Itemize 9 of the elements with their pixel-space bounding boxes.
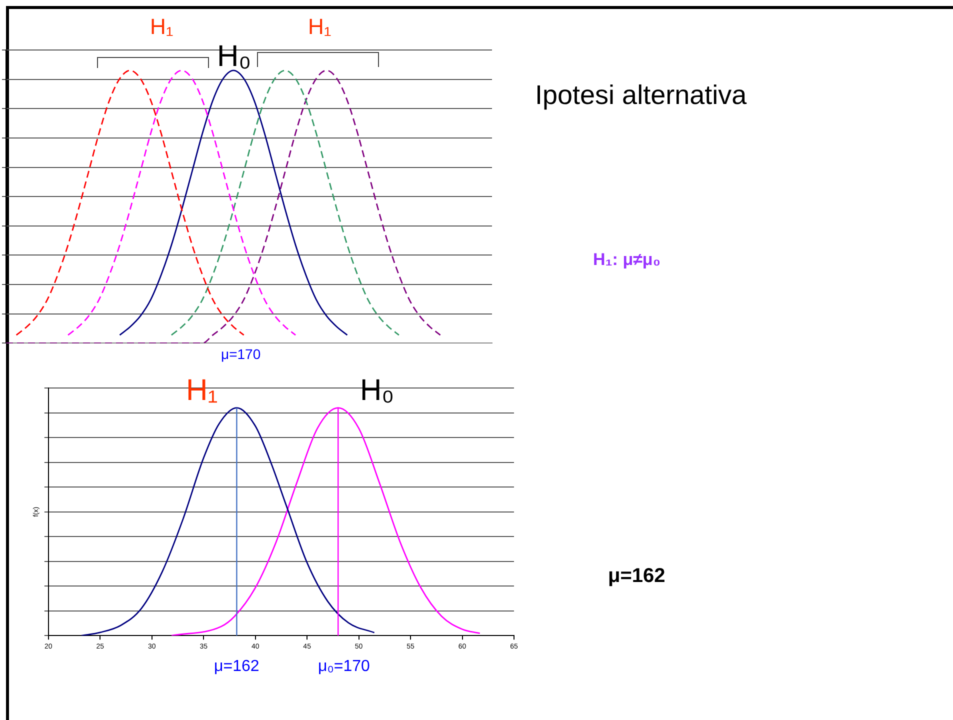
text: H₁: μ≠μ₀ <box>593 250 660 270</box>
text: H₁ <box>150 14 174 40</box>
text: μ=170 <box>221 346 261 362</box>
annotation: H₀ <box>217 40 252 74</box>
text: μ₀=170 <box>318 658 370 676</box>
text: H₁ <box>308 14 332 40</box>
text: Ipotesi alternativa <box>535 80 747 111</box>
text: μ=162 <box>214 658 260 676</box>
text: μ=162 <box>608 565 666 588</box>
